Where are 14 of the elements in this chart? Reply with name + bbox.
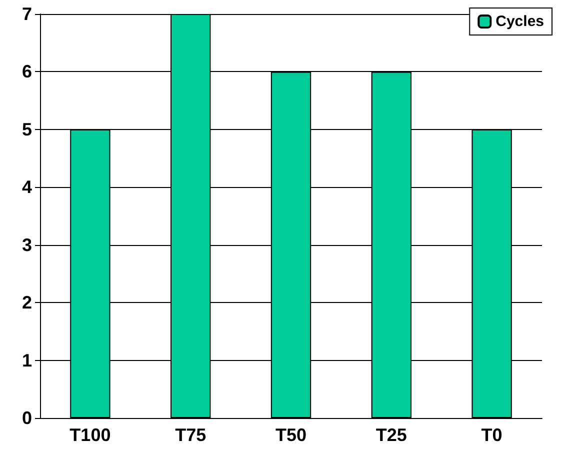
y-tick-label: 2 — [22, 292, 32, 313]
x-tick-label: T25 — [376, 425, 407, 445]
y-tick-label: 4 — [22, 177, 32, 198]
x-tick-label: T50 — [275, 425, 307, 445]
x-tick-label: T0 — [481, 425, 502, 445]
legend-label: Cycles — [496, 13, 544, 30]
y-tick-label: 6 — [22, 62, 32, 82]
y-tick-label: 0 — [22, 408, 32, 428]
y-tick-label: 3 — [22, 234, 32, 255]
y-tick-label: 5 — [22, 119, 32, 140]
x-tick-label: T75 — [175, 425, 206, 445]
y-tick-label: 1 — [22, 350, 32, 370]
x-tick-label: T100 — [70, 425, 111, 445]
y-tick-label: 7 — [22, 4, 32, 24]
